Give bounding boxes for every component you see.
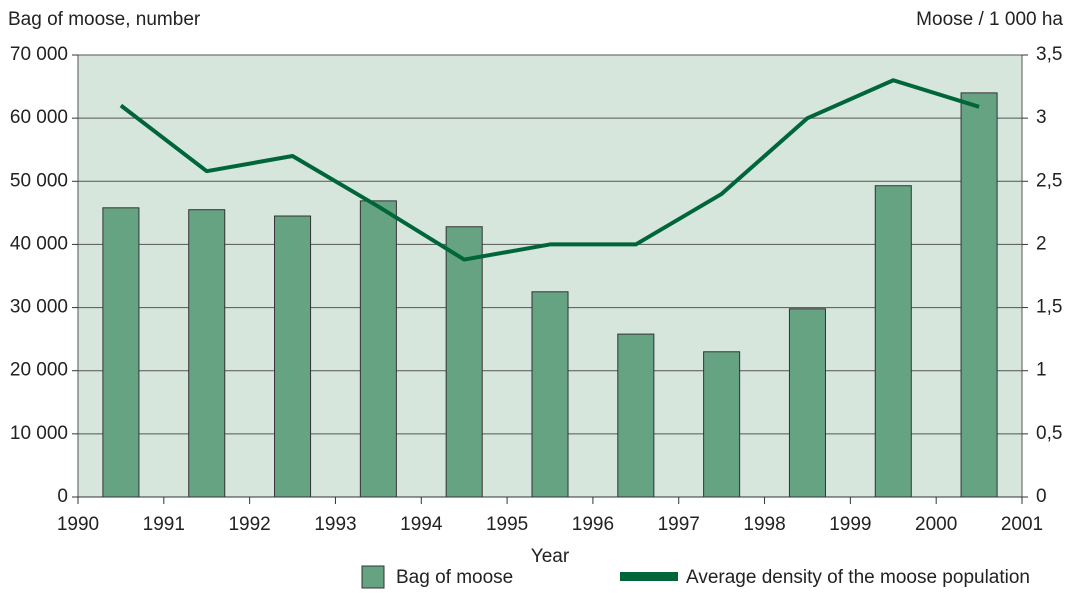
legend-label: Bag of moose <box>396 567 513 588</box>
x-tick-label: 1991 <box>143 514 185 535</box>
bar <box>102 207 140 498</box>
x-tick-label: 1993 <box>314 514 356 535</box>
y-tick-label: 20 000 <box>10 360 68 381</box>
y-tick-label: 30 000 <box>10 297 68 318</box>
x-tick-label: 1994 <box>400 514 443 535</box>
line <box>119 78 980 262</box>
bar <box>359 200 397 498</box>
bar <box>703 351 741 498</box>
bar <box>274 215 312 498</box>
y-axis-title: Bag of moose, number <box>8 9 201 30</box>
bar <box>445 226 483 498</box>
legend-swatch <box>361 565 385 589</box>
bar <box>531 291 569 498</box>
bar <box>960 92 998 498</box>
y2-tick-label: 0 <box>1036 486 1047 507</box>
x-axis-title: Year <box>531 546 570 567</box>
x-tick-label: 1997 <box>658 514 700 535</box>
y2-tick-label: 2 <box>1036 233 1047 254</box>
y-tick-label: 10 000 <box>10 423 68 444</box>
y2-tick-label: 3 <box>1036 107 1047 128</box>
x-tick-label: 2001 <box>1001 514 1043 535</box>
x-tick-label: 1999 <box>829 514 871 535</box>
x-tick-label: 2000 <box>915 514 957 535</box>
x-tick-label: 1990 <box>57 514 99 535</box>
y-tick-label: 0 <box>57 486 68 507</box>
y2-tick-label: 0,5 <box>1036 423 1062 444</box>
y2-axis-title: Moose / 1 000 ha <box>916 9 1063 30</box>
y-tick-label: 40 000 <box>10 233 68 254</box>
y-tick-label: 60 000 <box>10 107 68 128</box>
y2-tick-label: 1 <box>1036 360 1047 381</box>
legend-label: Average density of the moose population <box>686 567 1030 588</box>
y2-tick-label: 1,5 <box>1036 297 1062 318</box>
bar <box>788 308 826 498</box>
y-tick-label: 50 000 <box>10 170 68 191</box>
x-tick-label: 1996 <box>572 514 614 535</box>
y2-tick-label: 2,5 <box>1036 170 1062 191</box>
bar <box>188 209 226 498</box>
bar <box>617 333 655 498</box>
y-tick-label: 70 000 <box>10 44 68 65</box>
legend-swatch <box>620 572 678 581</box>
x-tick-label: 1995 <box>486 514 528 535</box>
x-tick-label: 1992 <box>228 514 270 535</box>
bar <box>874 185 912 498</box>
x-tick-label: 1998 <box>743 514 785 535</box>
y2-tick-label: 3,5 <box>1036 44 1062 65</box>
